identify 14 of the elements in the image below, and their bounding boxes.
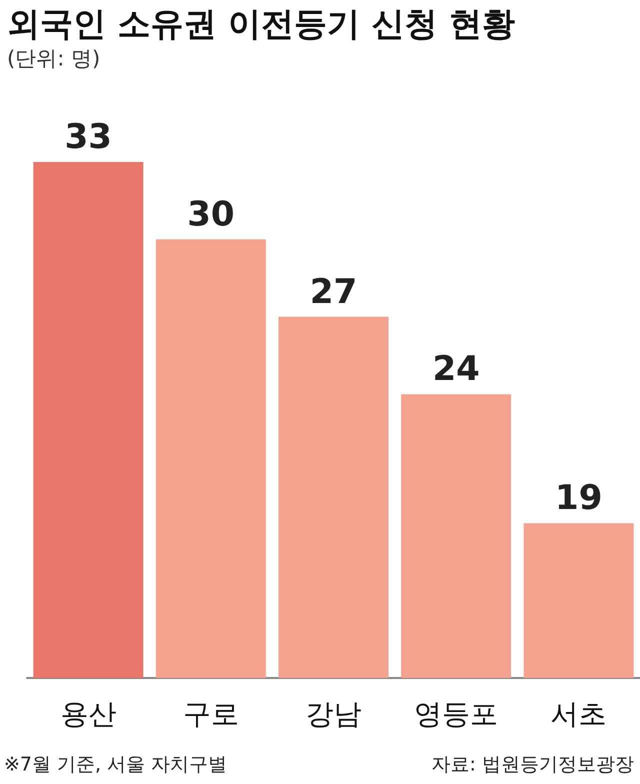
data-label: 24 <box>432 349 480 390</box>
x-tick-label: 구로 <box>182 698 239 730</box>
data-label: 33 <box>64 117 112 157</box>
data-label: 19 <box>555 478 602 518</box>
data-label: 27 <box>310 272 358 312</box>
data-label: 30 <box>187 194 235 234</box>
text: ※7월 기준, 서울 자치구별 <box>4 754 228 776</box>
text: 자료: 법원등기정보광장 <box>432 754 634 776</box>
chart-title: 외국인 소유권 이전등기 신청 현황 <box>7 4 515 43</box>
x-tick-label: 용산 <box>60 698 116 730</box>
x-tick-label: 영등포 <box>414 698 498 730</box>
x-tick-label: 강남 <box>306 698 362 730</box>
chart-subtitle: (단위: 명) <box>7 46 100 70</box>
x-tick-label: 서초 <box>550 698 607 730</box>
